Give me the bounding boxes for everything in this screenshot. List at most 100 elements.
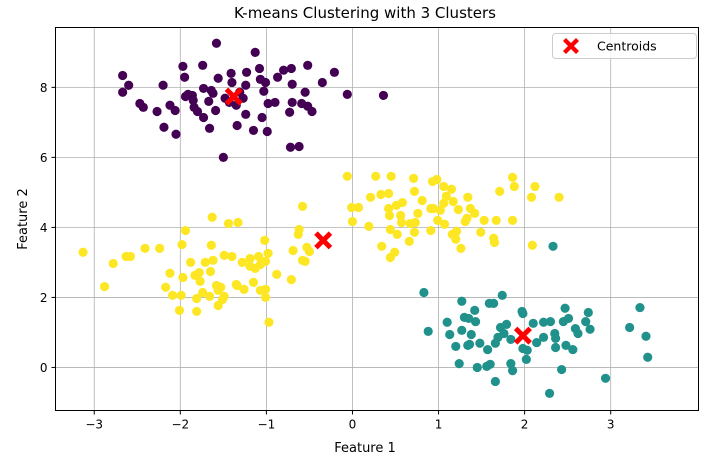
data-point-cluster_2 [232, 280, 242, 291]
data-point-cluster_2 [294, 224, 304, 235]
data-point-cluster_1 [499, 328, 509, 339]
data-point-cluster_2 [248, 277, 259, 287]
data-point-cluster_1 [489, 298, 499, 308]
x-tick-label: 0 [349, 418, 357, 432]
data-point-cluster_1 [490, 376, 500, 387]
data-point-cluster_1 [464, 313, 474, 324]
data-point-cluster_2 [452, 226, 462, 236]
data-point-cluster_2 [272, 269, 282, 279]
data-point-cluster_0 [272, 72, 283, 82]
data-point-cluster_1 [457, 296, 467, 306]
data-point-cluster_2 [213, 285, 223, 296]
data-point-cluster_2 [207, 212, 217, 222]
data-point-cluster_0 [342, 89, 352, 99]
legend: Centroids [552, 33, 697, 59]
data-point-cluster_2 [353, 202, 364, 213]
data-point-cluster_1 [518, 308, 528, 319]
y-tick-label: 0 [40, 361, 48, 375]
data-point-cluster_2 [177, 239, 187, 250]
data-point-cluster_2 [364, 221, 374, 231]
x-tick-label: 1 [435, 418, 443, 432]
data-point-cluster_0 [208, 88, 218, 98]
data-point-cluster_1 [563, 313, 574, 324]
data-point-cluster_0 [300, 87, 310, 97]
data-point-cluster_0 [192, 106, 203, 117]
data-point-cluster_0 [286, 63, 296, 74]
data-point-cluster_2 [342, 171, 352, 181]
data-point-cluster_1 [635, 302, 645, 313]
data-point-cluster_2 [245, 261, 255, 271]
data-point-cluster_1 [419, 287, 429, 298]
data-point-cluster_2 [260, 284, 271, 294]
data-point-cluster_1 [538, 332, 549, 342]
data-point-cluster_1 [445, 329, 455, 340]
data-point-cluster_2 [408, 173, 419, 183]
data-point-cluster_2 [264, 317, 274, 327]
data-point-cluster_1 [464, 339, 475, 349]
data-point-cluster_2 [347, 216, 358, 227]
data-point-cluster_1 [573, 328, 583, 339]
data-point-cluster_2 [507, 172, 518, 182]
data-point-cluster_2 [192, 293, 202, 304]
data-point-cluster_1 [451, 341, 461, 352]
data-point-cluster_2 [178, 272, 188, 283]
data-point-cluster_0 [178, 61, 188, 71]
data-point-cluster_2 [347, 202, 357, 213]
data-point-cluster_2 [410, 217, 420, 228]
x-axis-label: Feature 1 [334, 441, 396, 456]
data-point-cluster_2 [441, 191, 451, 201]
data-point-cluster_2 [223, 218, 234, 229]
data-point-cluster_1 [442, 317, 452, 327]
data-point-cluster_2 [426, 225, 436, 236]
data-point-cluster_2 [435, 205, 445, 215]
data-point-cluster_2 [260, 235, 270, 245]
data-point-cluster_2 [392, 229, 402, 240]
data-point-cluster_2 [208, 255, 218, 265]
data-point-cluster_2 [176, 290, 186, 300]
data-point-cluster_2 [433, 215, 443, 226]
data-point-cluster_0 [204, 123, 215, 133]
data-point-cluster_2 [140, 243, 150, 254]
data-point-cluster_0 [211, 105, 221, 116]
y-axis-label: Feature 2 [16, 188, 31, 250]
data-point-cluster_2 [204, 291, 215, 301]
data-point-cluster_2 [385, 252, 395, 263]
data-point-cluster_1 [583, 307, 593, 318]
data-point-cluster_2 [263, 248, 273, 258]
data-point-cluster_1 [423, 326, 433, 336]
data-point-cluster_0 [287, 79, 297, 89]
data-point-cluster_2 [396, 217, 407, 228]
y-tick-label: 2 [40, 291, 48, 305]
data-point-cluster_2 [233, 217, 243, 228]
data-point-cluster_2 [161, 282, 171, 292]
y-tick-label: 6 [40, 151, 48, 165]
data-point-cluster_2 [396, 210, 406, 221]
data-point-cluster_0 [227, 77, 237, 88]
x-tick-label: −3 [85, 418, 103, 432]
data-point-cluster_1 [551, 333, 561, 343]
data-point-cluster_0 [213, 73, 223, 83]
data-point-cluster_0 [183, 89, 193, 99]
data-points [78, 38, 653, 398]
data-point-cluster_2 [385, 224, 395, 235]
data-point-cluster_1 [497, 290, 507, 300]
data-point-cluster_1 [585, 324, 595, 334]
data-point-cluster_2 [237, 257, 247, 268]
x-tick-label: 3 [607, 418, 615, 432]
centroid-marker [314, 231, 333, 250]
data-point-cluster_0 [255, 74, 265, 84]
data-point-cluster_2 [195, 276, 205, 286]
data-point-cluster_0 [285, 142, 296, 152]
y-tick-label: 4 [40, 221, 48, 235]
data-point-cluster_0 [170, 105, 180, 116]
data-point-cluster_2 [174, 305, 185, 315]
data-point-cluster_0 [303, 60, 313, 70]
data-point-cluster_1 [544, 388, 555, 398]
data-point-cluster_2 [200, 257, 210, 268]
data-point-cluster_1 [522, 345, 532, 355]
data-point-cluster_2 [167, 290, 178, 300]
data-point-cluster_2 [448, 196, 458, 207]
data-point-cluster_2 [99, 281, 110, 292]
data-point-cluster_2 [489, 237, 500, 248]
data-point-cluster_0 [158, 80, 168, 90]
